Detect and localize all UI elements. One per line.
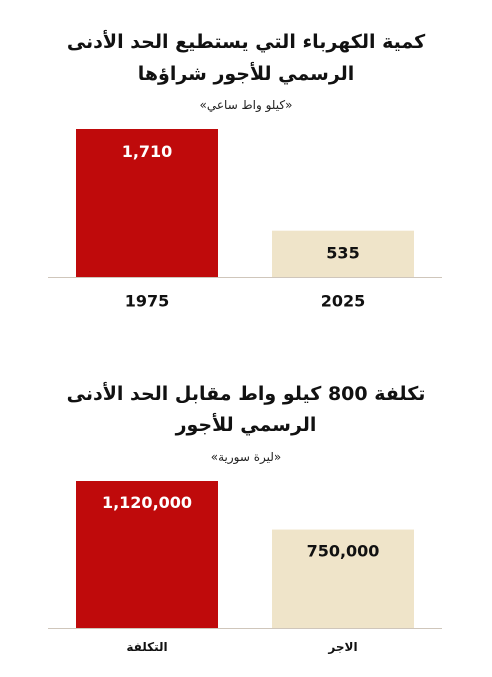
chart-1-category-label-1: 1975 [125,292,170,311]
chart-2-plot: 1,120,000 التكلفة 750,000 الاجر [48,481,442,654]
chart-1-value-label-1: 1,710 [122,142,173,161]
chart-1-bar-2 [272,230,414,277]
chart-2-title-line-1: تكلفة 800 كيلو واط مقابل الحد الأدنى [66,383,426,405]
chart-2-title-line-2: الرسمي للأجور [175,414,317,436]
chart-2-category-label-1: التكلفة [126,640,167,654]
chart-2-category-label-2: الاجر [327,640,357,654]
chart-1-title-line-2: الرسمي للأجور شراؤها [137,63,355,85]
chart-2-value-label-1: 1,120,000 [102,493,192,512]
chart-1: كمية الكهرباء التي يستطيع الحد الأدنى ال… [0,0,492,320]
chart-1-category-label-2: 2025 [321,292,366,311]
chart-2: تكلفة 800 كيلو واط مقابل الحد الأدنى الر… [0,360,492,677]
chart-2-bar-1 [76,481,218,628]
chart-1-plot: 1,710 1975 535 2025 [48,129,442,311]
chart-1-bar-1 [76,129,218,277]
chart-1-value-label-2: 535 [326,244,359,263]
chart-1-subtitle: «كيلو واط ساعي» [199,98,293,112]
chart-2-bar-2 [272,529,414,628]
chart-1-title-line-1: كمية الكهرباء التي يستطيع الحد الأدنى [66,31,426,53]
chart-2-value-label-2: 750,000 [307,542,380,561]
chart-2-subtitle: «ليرة سورية» [210,450,282,464]
